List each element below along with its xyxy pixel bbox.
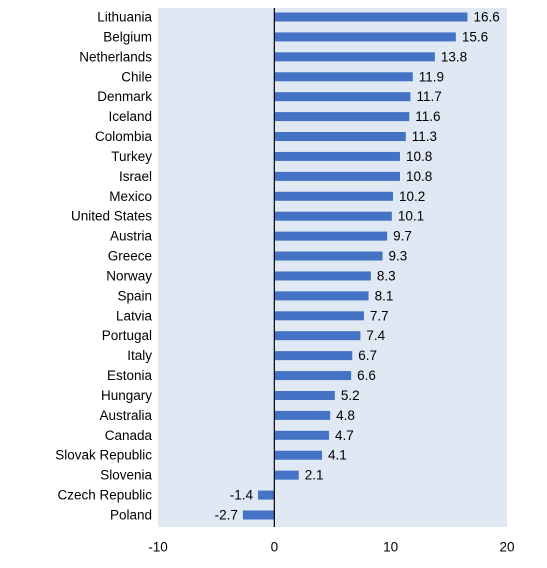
bar-italy xyxy=(274,351,353,361)
bars-group xyxy=(242,12,468,520)
category-label-belgium: Belgium xyxy=(103,29,152,44)
bar-canada xyxy=(274,430,330,440)
value-label-slovenia: 2.1 xyxy=(305,468,324,483)
value-label-latvia: 7.7 xyxy=(370,308,389,323)
value-label-turkey: 10.8 xyxy=(406,149,432,164)
bar-greece xyxy=(274,251,383,261)
category-label-norway: Norway xyxy=(106,268,152,283)
bar-colombia xyxy=(274,132,406,142)
value-label-mexico: 10.2 xyxy=(399,189,425,204)
bar-poland xyxy=(242,510,275,520)
category-label-iceland: Iceland xyxy=(108,109,152,124)
category-label-portugal: Portugal xyxy=(102,328,152,343)
bar-czech-republic xyxy=(258,490,275,500)
category-label-slovenia: Slovenia xyxy=(100,468,152,483)
value-label-iceland: 11.6 xyxy=(415,109,440,124)
category-label-greece: Greece xyxy=(108,249,152,264)
category-label-united-states: United States xyxy=(71,209,152,224)
category-label-turkey: Turkey xyxy=(111,149,152,164)
category-label-colombia: Colombia xyxy=(95,129,153,144)
bar-norway xyxy=(274,271,371,281)
category-label-chile: Chile xyxy=(121,69,152,84)
bar-united-states xyxy=(274,211,392,221)
value-label-austria: 9.7 xyxy=(393,229,412,244)
bar-estonia xyxy=(274,371,352,381)
value-label-hungary: 5.2 xyxy=(341,388,360,403)
category-label-italy: Italy xyxy=(127,348,152,363)
value-label-belgium: 15.6 xyxy=(462,29,488,44)
category-label-israel: Israel xyxy=(119,169,152,184)
bar-portugal xyxy=(274,331,361,341)
bar-spain xyxy=(274,291,369,301)
bar-mexico xyxy=(274,191,393,201)
x-tick-label: 0 xyxy=(271,540,279,555)
x-tick-label: 20 xyxy=(499,540,514,555)
value-label-czech-republic: -1.4 xyxy=(230,488,254,503)
bar-denmark xyxy=(274,92,411,102)
category-labels: Lithuania Belgium Netherlands Chile Denmark I… xyxy=(55,10,152,523)
category-label-latvia: Latvia xyxy=(116,308,153,323)
value-label-slovak-republic: 4.1 xyxy=(328,448,347,463)
bar-netherlands xyxy=(274,52,435,62)
x-tick-label: -10 xyxy=(148,540,168,555)
bar-australia xyxy=(274,410,331,420)
value-label-italy: 6.7 xyxy=(358,348,377,363)
value-label-colombia: 11.3 xyxy=(412,129,437,144)
category-label-lithuania: Lithuania xyxy=(97,10,152,25)
bar-belgium xyxy=(274,32,456,42)
value-label-spain: 8.1 xyxy=(375,288,394,303)
bar-israel xyxy=(274,171,400,181)
value-label-denmark: 11.7 xyxy=(416,89,441,104)
value-label-greece: 9.3 xyxy=(389,249,408,264)
bar-iceland xyxy=(274,112,410,122)
bar-austria xyxy=(274,231,388,241)
value-labels: 16.6 15.6 13.8 11.9 11.7 11.6 11.3 10.8 10.8 10.2… xyxy=(215,10,500,523)
value-label-netherlands: 13.8 xyxy=(441,49,467,64)
category-label-poland: Poland xyxy=(110,508,152,523)
x-axis-ticks: -10 0 10 20 xyxy=(148,540,514,555)
value-label-lithuania: 16.6 xyxy=(473,10,499,25)
category-label-slovak-republic: Slovak Republic xyxy=(55,448,152,463)
bar-slovak-republic xyxy=(274,450,323,460)
x-tick-label: 10 xyxy=(383,540,398,555)
value-label-united-states: 10.1 xyxy=(398,209,424,224)
value-label-chile: 11.9 xyxy=(419,69,444,84)
value-label-israel: 10.8 xyxy=(406,169,432,184)
category-label-spain: Spain xyxy=(117,288,152,303)
bar-hungary xyxy=(274,390,335,400)
category-label-canada: Canada xyxy=(105,428,153,443)
bar-turkey xyxy=(274,151,400,161)
value-label-canada: 4.7 xyxy=(335,428,354,443)
bar-slovenia xyxy=(274,470,299,480)
value-label-estonia: 6.6 xyxy=(357,368,376,383)
category-label-hungary: Hungary xyxy=(101,388,152,403)
category-label-estonia: Estonia xyxy=(107,368,153,383)
value-label-poland: -2.7 xyxy=(215,508,238,523)
value-label-norway: 8.3 xyxy=(377,268,396,283)
category-label-denmark: Denmark xyxy=(97,89,152,104)
value-label-portugal: 7.4 xyxy=(366,328,385,343)
category-label-czech-republic: Czech Republic xyxy=(57,488,152,503)
category-label-austria: Austria xyxy=(110,229,153,244)
bar-lithuania xyxy=(274,12,468,22)
bar-latvia xyxy=(274,311,364,321)
category-label-mexico: Mexico xyxy=(109,189,152,204)
bar-chile xyxy=(274,72,413,82)
category-label-australia: Australia xyxy=(99,408,152,423)
category-label-netherlands: Netherlands xyxy=(79,49,152,64)
value-label-australia: 4.8 xyxy=(336,408,355,423)
